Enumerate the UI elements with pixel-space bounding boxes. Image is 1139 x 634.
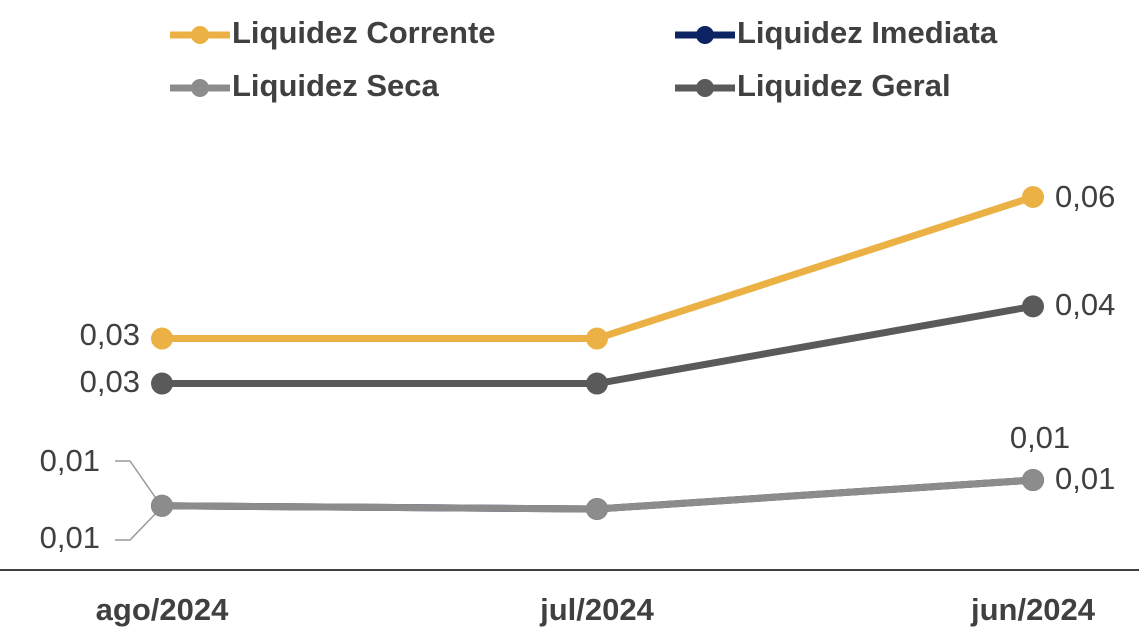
leader-line: [115, 460, 163, 508]
legend-marker: [696, 79, 714, 97]
legend-marker: [191, 79, 209, 97]
data-label: 0,04: [1055, 287, 1115, 322]
data-label: 0,01: [1055, 461, 1115, 496]
x-tick-label: ago/2024: [96, 592, 229, 627]
legend-label: Liquidez Imediata: [737, 15, 998, 50]
data-point: [1022, 295, 1044, 318]
data-point: [586, 327, 608, 350]
data-point: [1022, 186, 1044, 208]
data-label: 0,01: [1010, 420, 1070, 455]
data-label: 0,06: [1055, 179, 1115, 214]
leader-line: [115, 506, 163, 541]
data-point: [151, 372, 173, 395]
data-point: [1022, 469, 1044, 492]
legend-marker: [191, 26, 209, 44]
data-label: 0,01: [40, 520, 100, 555]
legend-label: Liquidez Geral: [737, 68, 951, 103]
legend-label: Liquidez Corrente: [232, 15, 496, 50]
legend-marker: [696, 26, 714, 44]
x-tick-label: jul/2024: [539, 592, 654, 627]
data-point: [151, 327, 173, 350]
x-tick-label: jun/2024: [970, 592, 1096, 627]
data-point: [151, 494, 173, 517]
data-point: [586, 372, 608, 395]
series-line: [162, 193, 1035, 343]
data-label: 0,03: [80, 317, 140, 352]
data-label: 0,01: [40, 443, 100, 478]
data-point: [586, 498, 608, 520]
data-label: 0,03: [80, 364, 140, 399]
legend-label: Liquidez Seca: [232, 68, 439, 103]
